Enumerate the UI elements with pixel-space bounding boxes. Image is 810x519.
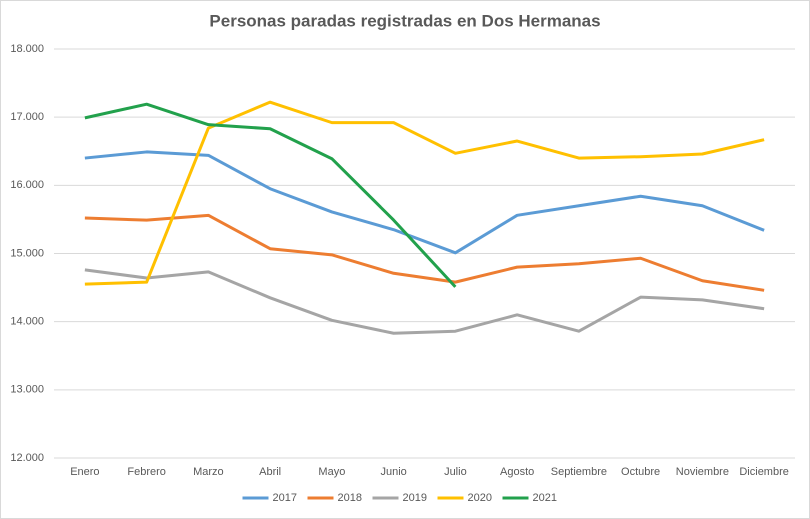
legend-label: 2019 [403,492,427,504]
x-tick-label: Junio [380,466,406,478]
legend-label: 2017 [273,492,297,504]
x-tick-label: Septiembre [551,466,607,478]
x-tick-label: Julio [444,466,467,478]
y-tick-label: 16.000 [10,179,44,191]
legend-label: 2021 [533,492,557,504]
x-tick-label: Febrero [127,466,166,478]
x-tick-label: Noviembre [676,466,729,478]
y-tick-label: 17.000 [10,111,44,123]
legend-label: 2018 [338,492,362,504]
y-tick-label: 15.000 [10,247,44,259]
line-series [84,100,765,286]
line-series [84,268,765,335]
x-tick-label: Mayo [318,466,345,478]
x-tick-label: Enero [70,466,99,478]
x-tick-label: Abril [259,466,281,478]
x-tick-label: Diciembre [739,466,789,478]
line-series [84,102,457,288]
y-tick-label: 12.000 [10,452,44,464]
y-tick-label: 18.000 [10,43,44,55]
chart-title: Personas paradas registradas en Dos Herm… [209,11,600,30]
x-tick-label: Agosto [500,466,534,478]
x-tick-label: Marzo [193,466,224,478]
x-tick-label: Octubre [621,466,660,478]
legend-label: 2020 [468,492,492,504]
y-tick-label: 14.000 [10,316,44,328]
line-series [84,213,765,292]
y-tick-label: 13.000 [10,384,44,396]
